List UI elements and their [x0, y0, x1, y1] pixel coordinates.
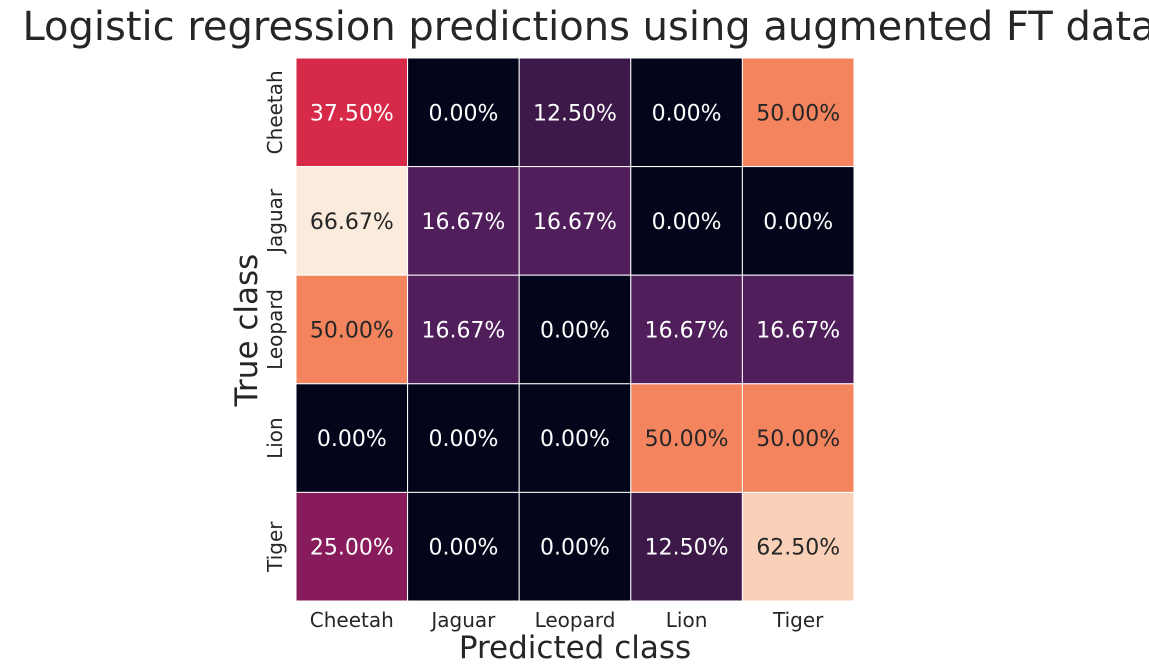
heatmap-cell-label: 0.00% — [317, 427, 387, 452]
x-tick-label: Jaguar — [429, 608, 496, 632]
y-axis-tick-labels: Cheetah Jaguar Leopard Lion Tiger — [263, 70, 287, 573]
heatmap-cell — [518, 166, 632, 276]
heatmap-cell — [295, 166, 409, 276]
heatmap-cell-label: 12.50% — [533, 101, 617, 126]
heatmap-cell-label: 0.00% — [428, 427, 498, 452]
heatmap-cell-label: 62.50% — [756, 536, 840, 561]
heatmap-cell — [630, 274, 743, 385]
heatmap-cell-label: 16.67% — [645, 319, 729, 344]
y-tick-label: Jaguar — [263, 188, 287, 255]
heatmap-cell-label: 16.67% — [421, 319, 505, 344]
x-axis-label: Predicted class — [459, 630, 691, 666]
chart-title: Logistic regression predictions using au… — [22, 4, 1149, 50]
heatmap-cell — [518, 491, 632, 602]
heatmap-cell-label: 50.00% — [756, 427, 840, 452]
y-axis-label: True class — [229, 254, 265, 408]
heatmap-cell-label: 66.67% — [310, 210, 394, 235]
heatmap-cell — [518, 383, 632, 493]
x-axis-tick-labels: Cheetah Jaguar Leopard Lion Tiger — [310, 608, 824, 632]
heatmap-cell — [630, 57, 743, 168]
heatmap-cell-label: 16.67% — [756, 319, 840, 344]
heatmap-cell — [741, 166, 855, 276]
heatmap-cell-label: 16.67% — [533, 210, 617, 235]
y-tick-label: Tiger — [263, 521, 287, 573]
x-tick-label: Cheetah — [310, 608, 394, 632]
heatmap-cell — [741, 491, 855, 602]
y-tick-label: Cheetah — [263, 70, 287, 154]
y-tick-label: Leopard — [263, 289, 287, 370]
heatmap-cell-label: 50.00% — [756, 101, 840, 126]
heatmap-cell — [295, 383, 409, 493]
heatmap-cell-label: 12.50% — [645, 536, 729, 561]
heatmap-cell-label: 37.50% — [310, 101, 394, 126]
heatmap-cell — [295, 491, 409, 602]
heatmap-cell-label: 0.00% — [540, 319, 610, 344]
x-tick-label: Leopard — [535, 608, 616, 632]
heatmap-cell — [741, 274, 855, 385]
heatmap-cell — [630, 383, 743, 493]
heatmap-cell-label: 0.00% — [652, 210, 722, 235]
heatmap-cell-label: 50.00% — [310, 319, 394, 344]
heatmap-cell — [407, 274, 520, 385]
heatmap-cell — [407, 491, 520, 602]
heatmap-cell — [741, 57, 855, 168]
heatmap-cell-label: 0.00% — [763, 210, 833, 235]
heatmap-cell — [518, 274, 632, 385]
heatmap-cell-label: 0.00% — [428, 536, 498, 561]
heatmap-cell-label: 16.67% — [421, 210, 505, 235]
heatmap-cell-label: 0.00% — [540, 536, 610, 561]
heatmap-cell-label: 0.00% — [540, 427, 610, 452]
heatmap-cell-label: 0.00% — [652, 101, 722, 126]
heatmap-cell-labels: 37.50% 0.00% 12.50% 0.00% 50.00% 66.67% 16.67%… — [310, 101, 840, 560]
heatmap-cell — [518, 57, 632, 168]
heatmap-cell-label: 50.00% — [645, 427, 729, 452]
heatmap-cell-label: 25.00% — [310, 536, 394, 561]
y-tick-label: Lion — [263, 417, 287, 459]
heatmap-cell — [295, 57, 409, 168]
heatmap-cell — [407, 383, 520, 493]
heatmap-cells — [295, 57, 855, 602]
heatmap-cell-label: 0.00% — [428, 101, 498, 126]
x-tick-label: Tiger — [772, 608, 824, 632]
heatmap-cell — [741, 383, 855, 493]
heatmap-cell — [407, 57, 520, 168]
x-tick-label: Lion — [666, 608, 708, 632]
